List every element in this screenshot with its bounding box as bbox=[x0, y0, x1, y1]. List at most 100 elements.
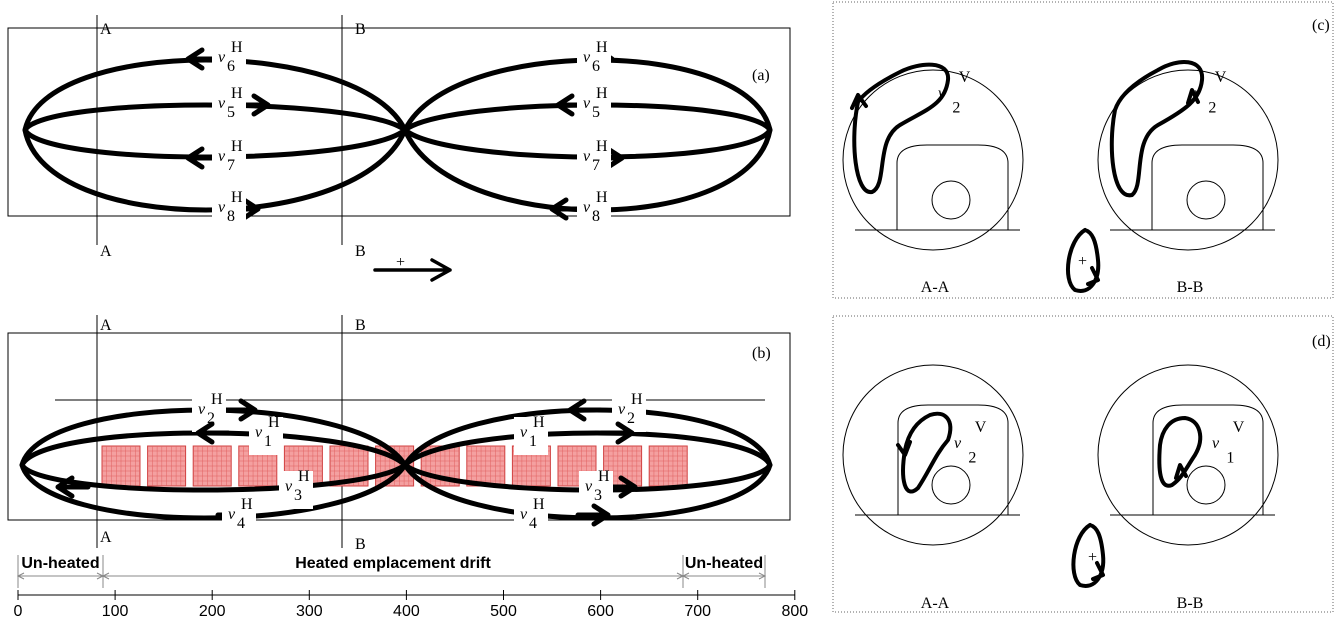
velocity-sub: 2 bbox=[1208, 99, 1216, 116]
sign: + bbox=[1078, 253, 1087, 270]
velocity-sup: V bbox=[959, 69, 971, 86]
velocity-symbol: v bbox=[1212, 435, 1220, 452]
velocity-sup: H bbox=[231, 138, 243, 155]
velocity-sub: 7 bbox=[592, 157, 600, 174]
zone-label: Un-heated bbox=[685, 555, 763, 572]
zone-arrow bbox=[681, 572, 767, 580]
velocity-symbol: v bbox=[285, 478, 293, 495]
velocity-symbol: v bbox=[228, 506, 236, 523]
velocity-sup: V bbox=[1215, 69, 1227, 86]
velocity-symbol: v bbox=[218, 95, 226, 112]
velocity-sub: 3 bbox=[594, 487, 602, 504]
label-bg bbox=[249, 417, 283, 455]
velocity-sup: H bbox=[231, 189, 243, 206]
label-bg bbox=[577, 141, 611, 179]
velocity-sup: H bbox=[241, 496, 253, 513]
panel-b-frame bbox=[7, 332, 791, 521]
arrow-head bbox=[55, 475, 91, 499]
flow-loop bbox=[1066, 228, 1101, 293]
velocity-sup: V bbox=[975, 419, 987, 436]
velocity-symbol: v bbox=[520, 424, 528, 441]
velocity-sup: H bbox=[268, 414, 280, 431]
panel-tag: (d) bbox=[1312, 333, 1331, 350]
label-bg bbox=[577, 88, 611, 126]
loop bbox=[22, 57, 408, 213]
direction-arrow bbox=[373, 258, 452, 282]
panel-d-frame bbox=[832, 315, 1334, 613]
zone-label: Heated emplacement drift bbox=[295, 555, 491, 572]
loop bbox=[402, 102, 773, 160]
drift-outline bbox=[1152, 404, 1264, 515]
velocity-sup: H bbox=[211, 391, 223, 408]
velocity-symbol: v bbox=[218, 49, 226, 66]
rock-circle bbox=[1097, 364, 1279, 546]
label-bg bbox=[212, 88, 246, 126]
velocity-sub: 6 bbox=[227, 58, 235, 75]
drift-outline bbox=[896, 144, 1009, 230]
label-bg bbox=[212, 141, 246, 179]
velocity-symbol: v bbox=[255, 424, 263, 441]
velocity-symbol: v bbox=[1194, 85, 1202, 102]
label-bg bbox=[577, 192, 611, 230]
section-label: A bbox=[100, 529, 112, 546]
label-bg bbox=[212, 42, 246, 80]
loop bbox=[402, 430, 773, 493]
velocity-symbol: v bbox=[583, 49, 591, 66]
label-bg bbox=[577, 42, 611, 80]
velocity-symbol: v bbox=[520, 506, 528, 523]
sign: + bbox=[396, 254, 405, 271]
section-label: A bbox=[100, 317, 112, 334]
panel-a-frame bbox=[7, 27, 791, 217]
scale-tick-label: 0 bbox=[14, 603, 23, 620]
panel-tag: (b) bbox=[752, 345, 771, 362]
panel-c-frame bbox=[832, 1, 1334, 299]
scale-tick-label: 400 bbox=[393, 603, 420, 620]
zone-arrow bbox=[101, 572, 685, 580]
label-bg bbox=[279, 471, 313, 509]
arrow-head bbox=[195, 421, 231, 445]
view-label: B-B bbox=[1177, 279, 1204, 296]
loop bbox=[402, 57, 773, 213]
section-label: B bbox=[355, 243, 366, 260]
panel-tag: (c) bbox=[1312, 17, 1330, 34]
view-label: B-B bbox=[1177, 595, 1204, 612]
velocity-symbol: v bbox=[954, 435, 962, 452]
arrow-head bbox=[599, 421, 635, 445]
velocity-sup: H bbox=[533, 496, 545, 513]
scale-tick-label: 600 bbox=[587, 603, 614, 620]
velocity-sup: H bbox=[298, 468, 310, 485]
velocity-symbol: v bbox=[618, 401, 626, 418]
canister bbox=[931, 180, 971, 220]
velocity-sub: 4 bbox=[529, 515, 537, 532]
velocity-sub: 1 bbox=[529, 433, 537, 450]
canister bbox=[1186, 465, 1226, 505]
rock-circle bbox=[842, 69, 1024, 251]
velocity-sup: V bbox=[1233, 419, 1245, 436]
label-bg bbox=[212, 192, 246, 230]
velocity-symbol: v bbox=[938, 85, 946, 102]
canister bbox=[931, 465, 971, 505]
velocity-sub: 2 bbox=[627, 410, 635, 427]
label-bg bbox=[222, 499, 256, 537]
flow-loop bbox=[850, 62, 950, 194]
velocity-sub: 2 bbox=[968, 449, 976, 466]
label-bg bbox=[579, 471, 613, 509]
rock-circle bbox=[842, 364, 1024, 546]
velocity-sup: H bbox=[596, 85, 608, 102]
velocity-symbol: v bbox=[218, 199, 226, 216]
velocity-symbol: v bbox=[585, 478, 593, 495]
velocity-symbol: v bbox=[198, 401, 206, 418]
velocity-sub: 8 bbox=[227, 208, 235, 225]
section-label: B bbox=[355, 536, 366, 553]
scale-tick-label: 700 bbox=[684, 603, 711, 620]
velocity-sub: 8 bbox=[592, 208, 600, 225]
velocity-sub: 6 bbox=[592, 58, 600, 75]
velocity-sub: 5 bbox=[227, 104, 235, 121]
panel-tag: (a) bbox=[752, 67, 770, 84]
flow-loop bbox=[1157, 416, 1203, 488]
velocity-sup: H bbox=[231, 39, 243, 56]
scale-tick-label: 500 bbox=[490, 603, 517, 620]
section-label: B bbox=[355, 21, 366, 38]
flow-loop bbox=[1109, 59, 1205, 198]
velocity-symbol: v bbox=[583, 95, 591, 112]
